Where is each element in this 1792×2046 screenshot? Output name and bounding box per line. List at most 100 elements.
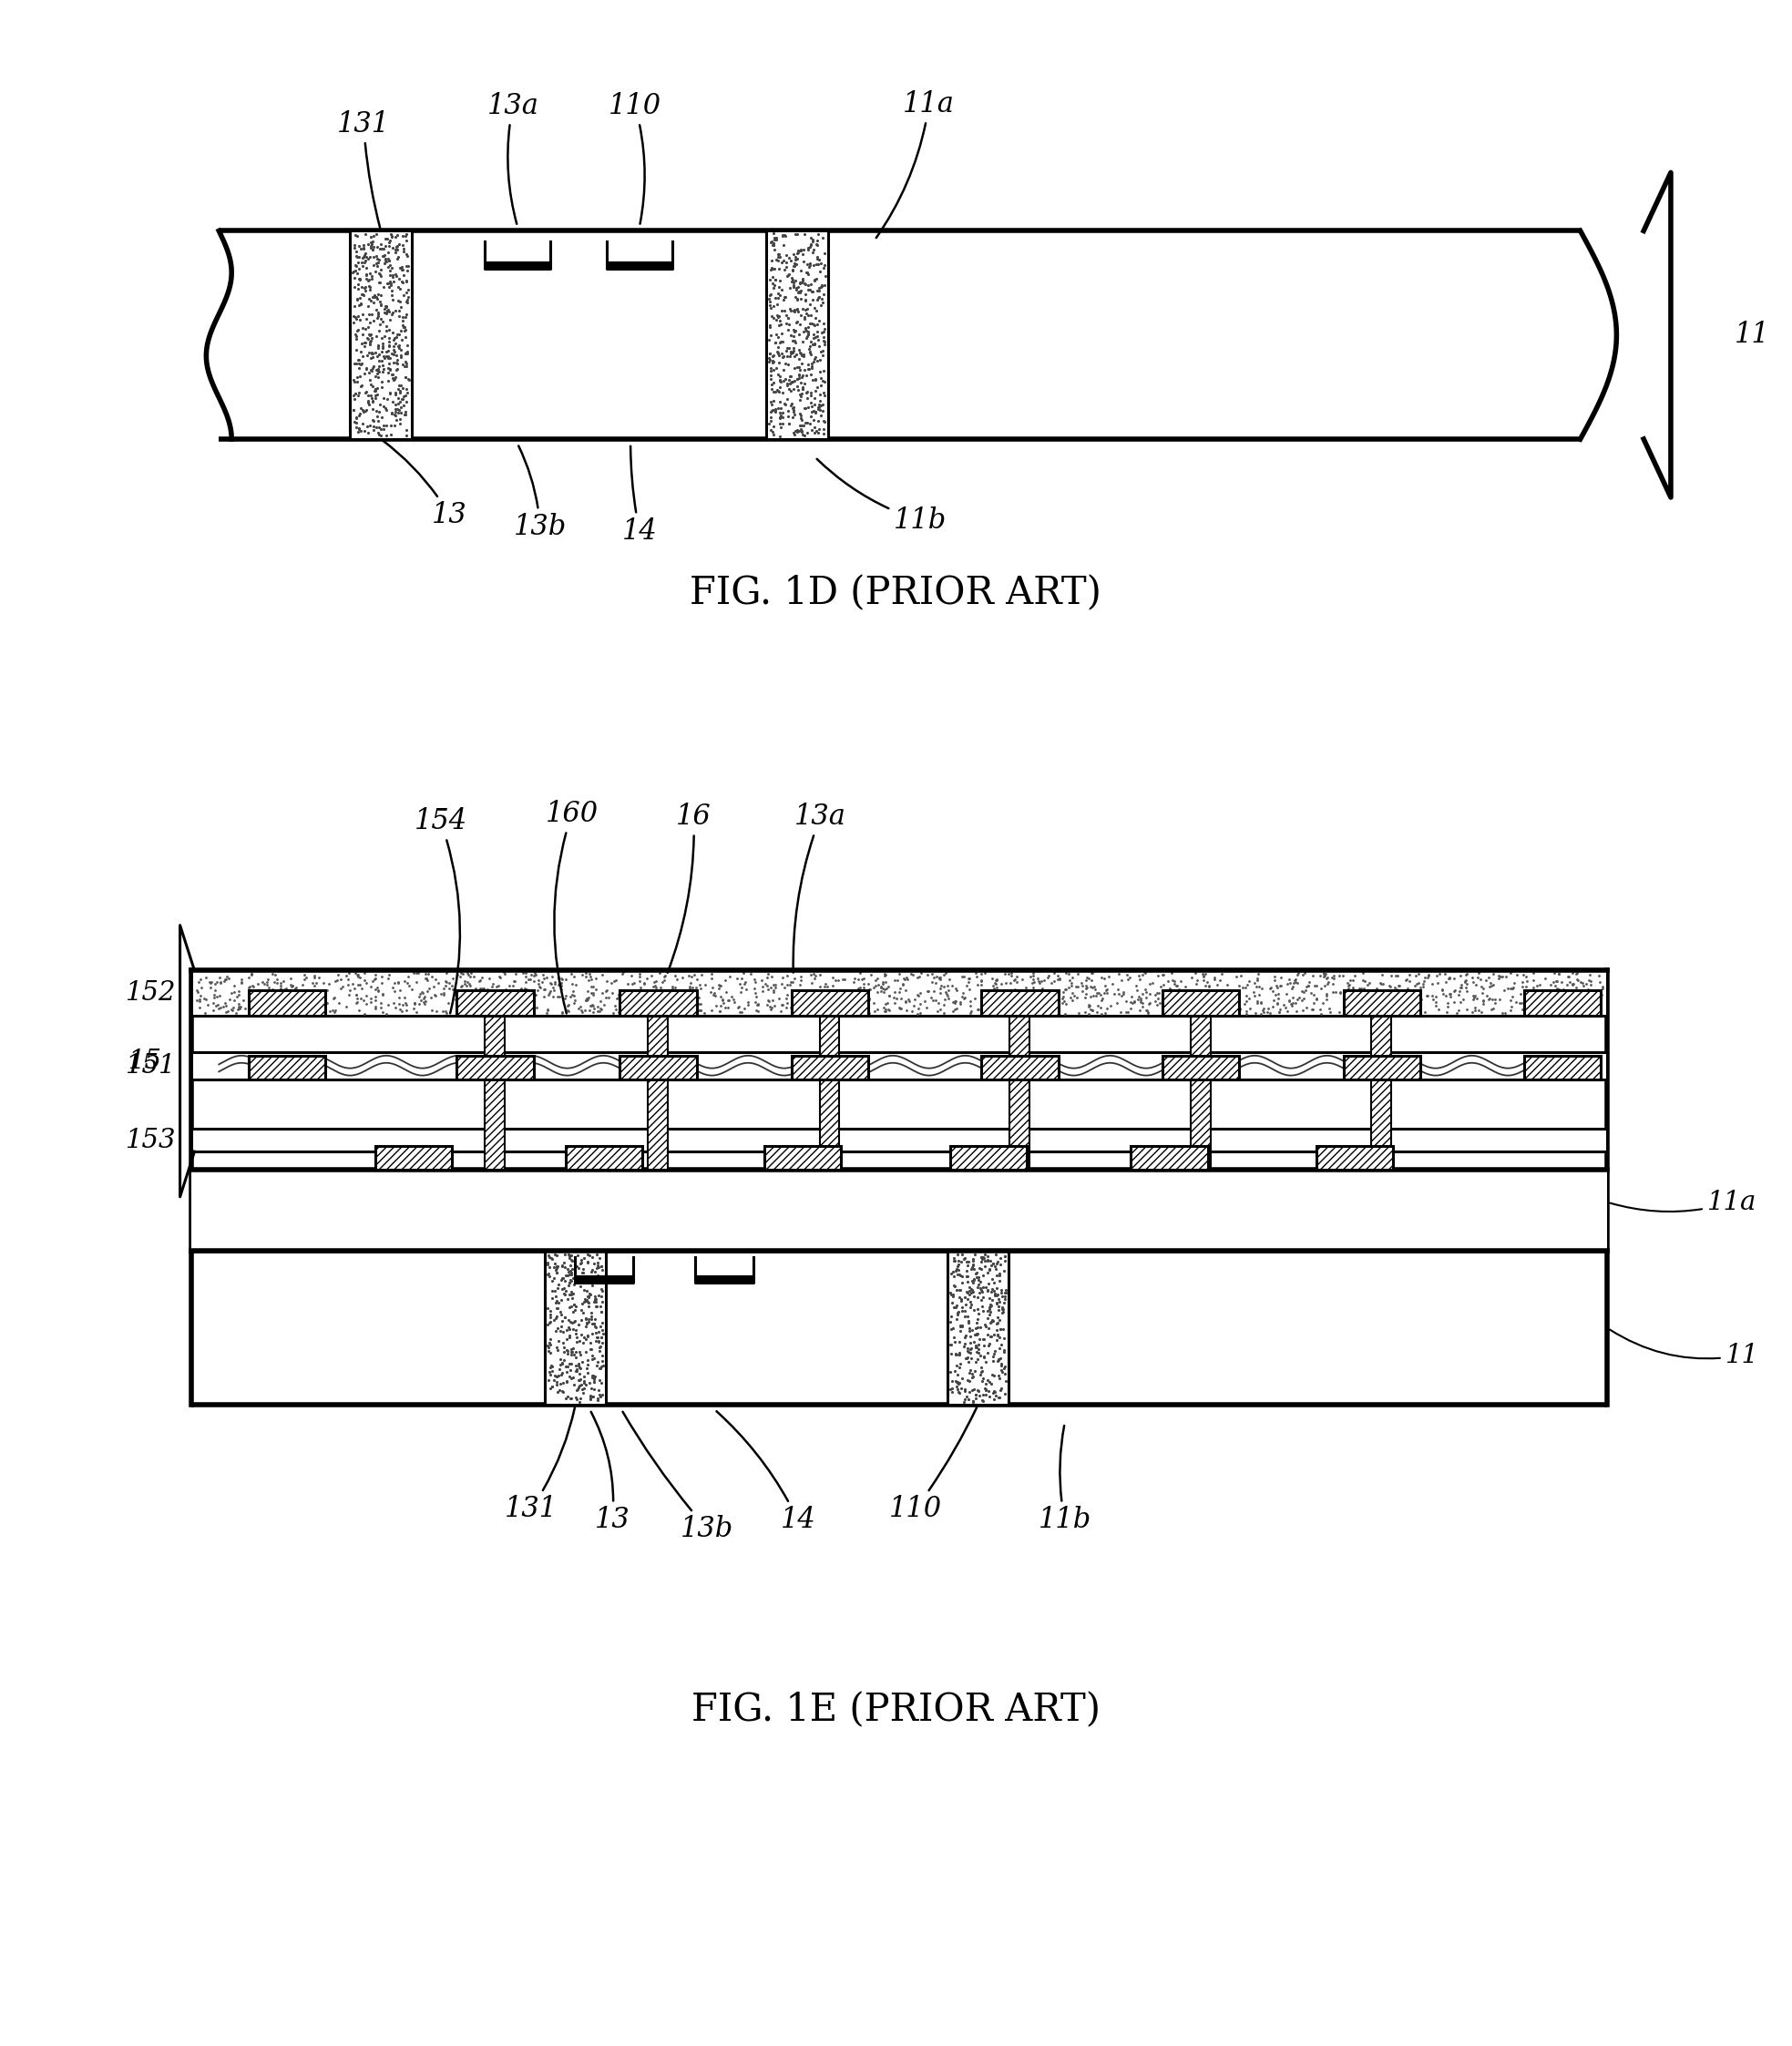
Point bbox=[1168, 974, 1197, 1007]
Point bbox=[573, 1246, 602, 1279]
Point bbox=[803, 282, 831, 315]
Point bbox=[561, 1340, 590, 1373]
Point bbox=[978, 1248, 1007, 1281]
Point bbox=[1131, 955, 1159, 988]
Point bbox=[340, 348, 369, 381]
Point bbox=[797, 376, 826, 409]
Point bbox=[247, 988, 276, 1021]
Point bbox=[1125, 960, 1154, 992]
Point bbox=[769, 962, 797, 994]
Point bbox=[385, 272, 414, 305]
Point bbox=[1475, 982, 1503, 1015]
Point bbox=[778, 966, 806, 998]
Point bbox=[355, 379, 383, 411]
Point bbox=[385, 227, 414, 260]
Point bbox=[588, 1314, 616, 1346]
Point bbox=[1505, 986, 1534, 1019]
Point bbox=[973, 1365, 1002, 1397]
Point bbox=[577, 970, 606, 1003]
Point bbox=[511, 980, 539, 1013]
Point bbox=[1195, 994, 1224, 1027]
Point bbox=[1004, 992, 1032, 1025]
Point bbox=[756, 992, 785, 1025]
Point bbox=[667, 982, 695, 1015]
Point bbox=[686, 988, 715, 1021]
Point bbox=[550, 982, 579, 1015]
Point bbox=[373, 291, 401, 323]
Point bbox=[708, 984, 737, 1017]
Point bbox=[385, 992, 414, 1025]
Point bbox=[797, 338, 826, 370]
Point bbox=[903, 992, 932, 1025]
Point bbox=[344, 246, 373, 278]
Point bbox=[964, 992, 993, 1025]
Point bbox=[219, 976, 247, 1009]
Point bbox=[240, 988, 269, 1021]
Text: 160: 160 bbox=[545, 800, 599, 1013]
Point bbox=[771, 254, 799, 286]
Point bbox=[511, 958, 539, 990]
Point bbox=[552, 1365, 581, 1397]
Point bbox=[742, 988, 771, 1021]
Point bbox=[719, 984, 747, 1017]
Point bbox=[432, 970, 461, 1003]
Point bbox=[294, 988, 323, 1021]
Point bbox=[785, 344, 814, 376]
Point bbox=[1267, 970, 1296, 1003]
Point bbox=[803, 295, 831, 327]
Point bbox=[568, 1256, 597, 1289]
Point bbox=[581, 1283, 609, 1316]
Point bbox=[362, 293, 391, 325]
Point bbox=[267, 970, 296, 1003]
Point bbox=[572, 984, 600, 1017]
Point bbox=[803, 370, 831, 403]
Point bbox=[376, 342, 405, 374]
Point bbox=[631, 992, 659, 1025]
Point bbox=[342, 401, 371, 434]
Point bbox=[686, 994, 715, 1027]
Point bbox=[1181, 955, 1210, 988]
Point bbox=[616, 960, 645, 992]
Point bbox=[984, 980, 1012, 1013]
Point bbox=[796, 325, 824, 358]
Point bbox=[1507, 986, 1536, 1019]
Text: 152: 152 bbox=[125, 980, 176, 1007]
Point bbox=[367, 968, 396, 1000]
Point bbox=[1145, 978, 1174, 1011]
Point bbox=[392, 372, 421, 405]
Point bbox=[342, 366, 371, 399]
Point bbox=[1471, 964, 1500, 996]
Point bbox=[943, 992, 971, 1025]
Point bbox=[543, 1361, 572, 1393]
Point bbox=[1410, 964, 1439, 996]
Point bbox=[978, 1305, 1007, 1338]
Point bbox=[1150, 980, 1179, 1013]
Bar bbox=[545, 1252, 606, 1406]
Point bbox=[1030, 986, 1059, 1019]
Point bbox=[1555, 966, 1584, 998]
Point bbox=[939, 1256, 968, 1289]
Point bbox=[572, 994, 600, 1027]
Point bbox=[787, 274, 815, 307]
Point bbox=[584, 1381, 613, 1414]
Point bbox=[790, 301, 819, 333]
Point bbox=[529, 972, 557, 1005]
Point bbox=[796, 336, 824, 368]
Point bbox=[1561, 958, 1590, 990]
Point bbox=[358, 381, 387, 413]
Point bbox=[1403, 998, 1432, 1031]
Point bbox=[349, 984, 378, 1017]
Point bbox=[192, 962, 220, 994]
Point bbox=[1213, 968, 1242, 1000]
Point bbox=[792, 315, 821, 348]
Point bbox=[342, 239, 371, 272]
Point bbox=[946, 1244, 975, 1277]
Point bbox=[665, 976, 694, 1009]
Point bbox=[756, 338, 785, 370]
Point bbox=[559, 974, 588, 1007]
Point bbox=[961, 1379, 989, 1412]
Point bbox=[1206, 976, 1235, 1009]
Point bbox=[1023, 974, 1052, 1007]
Point bbox=[771, 348, 799, 381]
Point bbox=[957, 1361, 986, 1393]
